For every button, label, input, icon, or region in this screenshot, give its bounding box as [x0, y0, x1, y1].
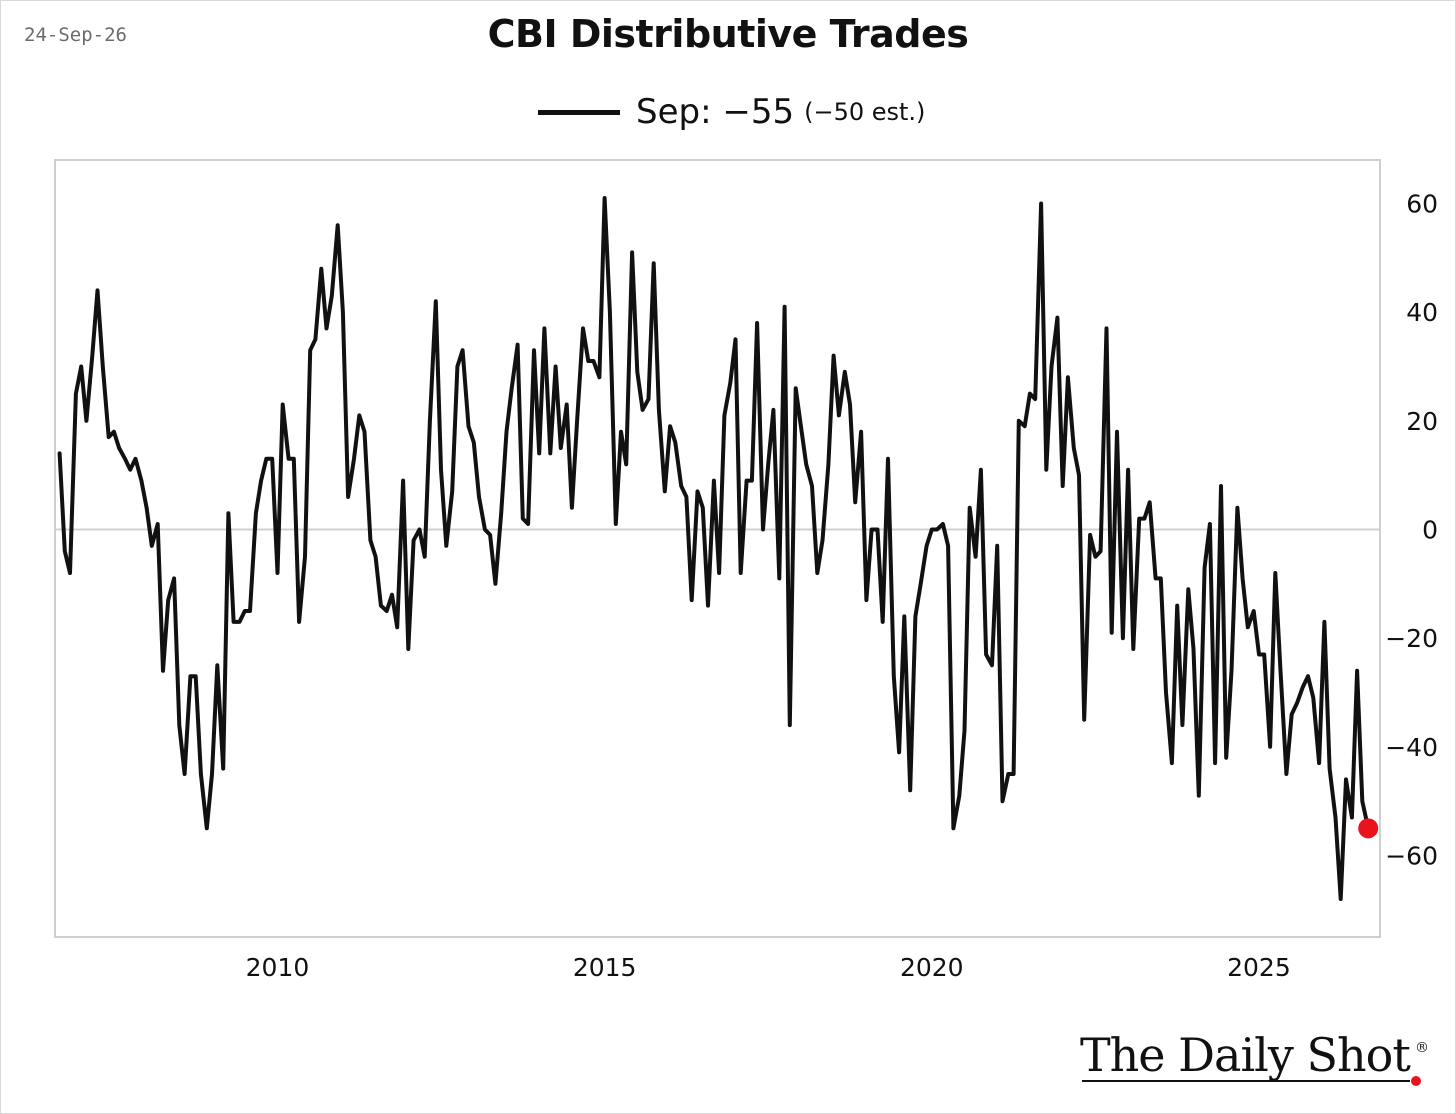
- brand-logo: The Daily Shot: [1080, 1028, 1411, 1082]
- y-tick-label: 20: [1406, 407, 1438, 436]
- x-axis: 2010 2015 2020 2025: [246, 953, 1291, 982]
- x-tick-label: 2025: [1227, 953, 1291, 982]
- y-tick-label: 60: [1406, 189, 1438, 218]
- x-tick-label: 2020: [900, 953, 964, 982]
- legend-note: (−50 est.): [804, 98, 926, 126]
- logo-reg-mark: ®: [1415, 1040, 1429, 1056]
- y-tick-label: −40: [1385, 733, 1438, 762]
- y-tick-label: −60: [1385, 841, 1438, 870]
- y-tick-label: 0: [1422, 515, 1438, 544]
- logo-underline: [1082, 1080, 1410, 1082]
- y-axis: 60 40 20 0 −20 −40 −60: [1385, 189, 1438, 870]
- chart-title: CBI Distributive Trades: [487, 12, 969, 56]
- y-tick-label: 40: [1406, 298, 1438, 327]
- y-tick-label: −20: [1385, 624, 1438, 653]
- logo-dot: [1411, 1076, 1421, 1086]
- legend-label: Sep: −55: [636, 92, 795, 132]
- legend: Sep: −55 (−50 est.): [538, 90, 925, 134]
- date-label: 24-Sep-26: [24, 24, 127, 46]
- x-tick-label: 2015: [573, 953, 637, 982]
- x-tick-label: 2010: [246, 953, 310, 982]
- plot-area: [54, 159, 1381, 938]
- legend-swatch: [538, 109, 620, 115]
- last-point-marker: [1358, 818, 1379, 839]
- series-line: [57, 196, 1371, 901]
